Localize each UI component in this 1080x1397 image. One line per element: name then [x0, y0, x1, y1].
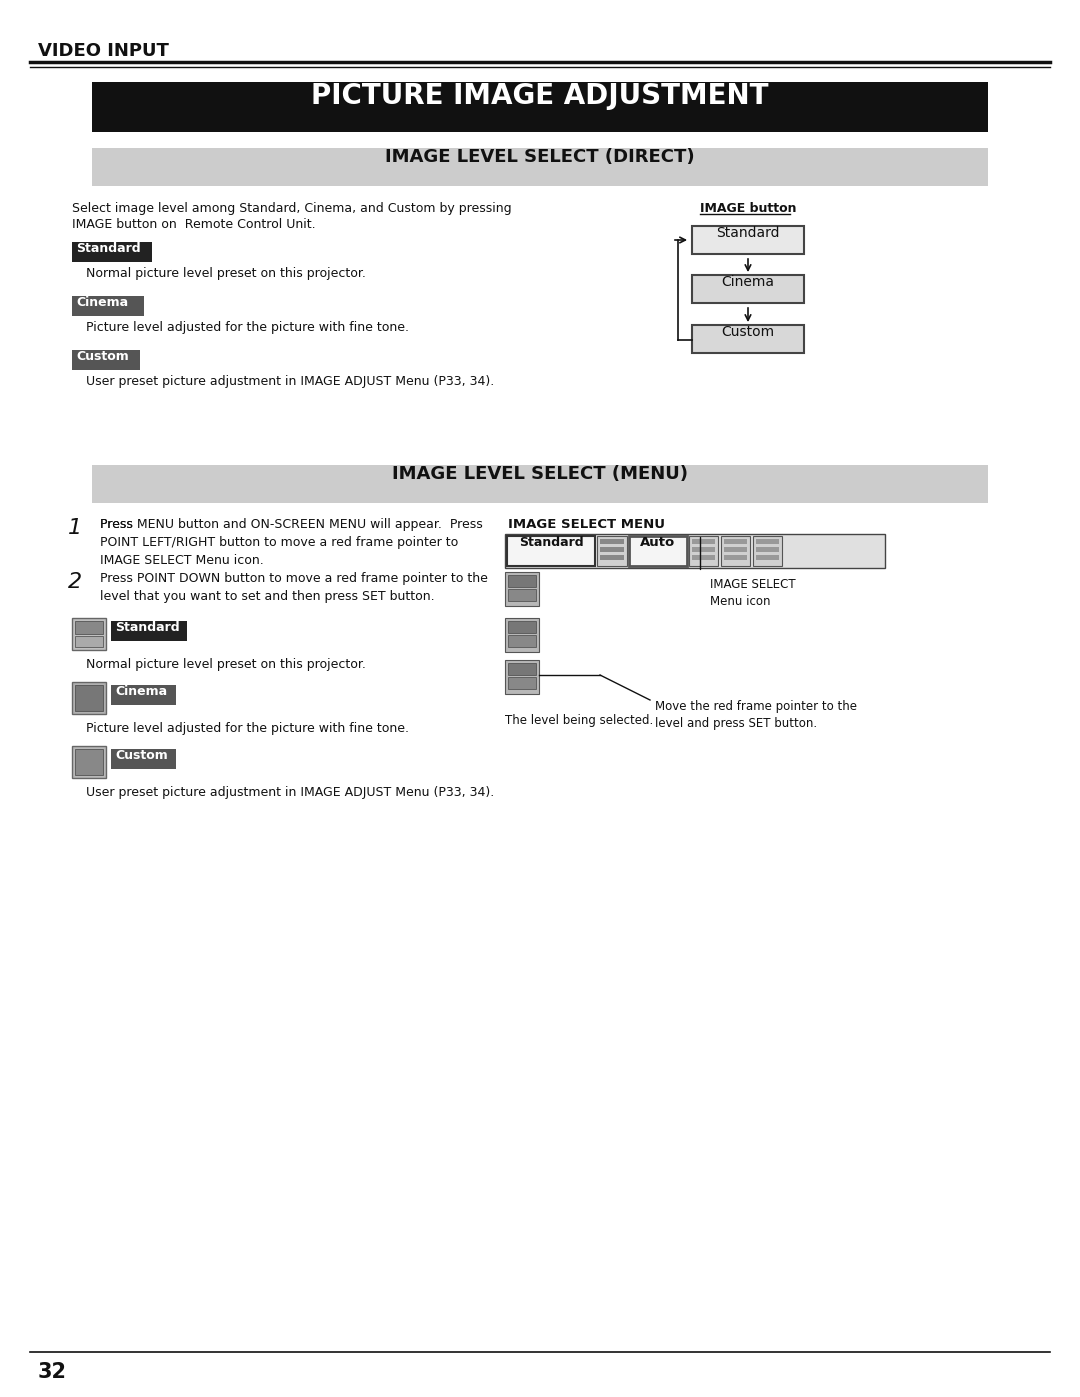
Text: Custom: Custom — [114, 749, 167, 761]
Bar — [753, 536, 782, 566]
Bar — [507, 536, 595, 566]
Bar — [756, 555, 779, 560]
Text: Cinema: Cinema — [721, 275, 774, 289]
Text: Press MENU button and ON-SCREEN MENU will appear.  Press
POINT LEFT/RIGHT button: Press MENU button and ON-SCREEN MENU wil… — [100, 518, 483, 567]
Bar — [689, 536, 718, 566]
Text: Custom: Custom — [721, 326, 774, 339]
Bar — [724, 555, 747, 560]
Text: 2: 2 — [68, 571, 82, 592]
Bar — [508, 636, 536, 647]
Bar — [92, 148, 988, 186]
Text: VIDEO INPUT: VIDEO INPUT — [38, 42, 168, 60]
Bar — [692, 326, 804, 353]
Bar — [600, 555, 624, 560]
Bar — [75, 685, 103, 711]
Bar — [600, 539, 624, 543]
Bar — [724, 548, 747, 552]
Text: The level being selected.: The level being selected. — [505, 714, 653, 726]
Text: Normal picture level preset on this projector.: Normal picture level preset on this proj… — [86, 267, 366, 279]
Bar — [72, 746, 106, 778]
Bar — [72, 617, 106, 650]
Bar — [72, 682, 106, 714]
Text: IMAGE LEVEL SELECT (MENU): IMAGE LEVEL SELECT (MENU) — [392, 465, 688, 483]
Bar — [505, 571, 539, 606]
Bar — [72, 351, 140, 370]
Bar — [692, 275, 804, 303]
Bar — [111, 622, 187, 641]
Bar — [756, 548, 779, 552]
Text: IMAGE SELECT MENU: IMAGE SELECT MENU — [508, 518, 665, 531]
Text: PICTURE IMAGE ADJUSTMENT: PICTURE IMAGE ADJUSTMENT — [311, 82, 769, 110]
Text: Standard: Standard — [76, 242, 140, 256]
Bar — [92, 465, 988, 503]
Bar — [75, 749, 103, 775]
Bar — [75, 636, 103, 647]
Text: 1: 1 — [68, 518, 82, 538]
Text: IMAGE SELECT
Menu icon: IMAGE SELECT Menu icon — [710, 578, 796, 608]
Text: User preset picture adjustment in IMAGE ADJUST Menu (P33, 34).: User preset picture adjustment in IMAGE … — [86, 787, 495, 799]
Text: Move the red frame pointer to the
level and press SET button.: Move the red frame pointer to the level … — [654, 700, 858, 731]
Bar — [505, 617, 539, 652]
Text: Press: Press — [100, 518, 137, 531]
Text: IMAGE button on  Remote Control Unit.: IMAGE button on Remote Control Unit. — [72, 218, 315, 231]
Bar — [111, 685, 176, 705]
Text: Normal picture level preset on this projector.: Normal picture level preset on this proj… — [86, 658, 366, 671]
Bar — [724, 539, 747, 543]
Bar — [692, 548, 715, 552]
Text: Picture level adjusted for the picture with fine tone.: Picture level adjusted for the picture w… — [86, 321, 409, 334]
Text: Press POINT DOWN button to move a red frame pointer to the
level that you want t: Press POINT DOWN button to move a red fr… — [100, 571, 488, 604]
Text: Custom: Custom — [76, 351, 129, 363]
Bar — [629, 536, 687, 566]
Bar — [111, 749, 176, 768]
Bar — [508, 576, 536, 587]
Bar — [72, 242, 152, 263]
Text: Standard: Standard — [716, 226, 780, 240]
Bar — [508, 678, 536, 689]
Text: Picture level adjusted for the picture with fine tone.: Picture level adjusted for the picture w… — [86, 722, 409, 735]
Text: Standard: Standard — [518, 536, 583, 549]
Text: User preset picture adjustment in IMAGE ADJUST Menu (P33, 34).: User preset picture adjustment in IMAGE … — [86, 374, 495, 388]
Bar — [597, 536, 627, 566]
Bar — [692, 539, 715, 543]
Bar — [72, 296, 144, 316]
Bar — [692, 226, 804, 254]
Bar — [756, 539, 779, 543]
Bar — [508, 664, 536, 675]
Bar — [92, 82, 988, 131]
Text: Cinema: Cinema — [114, 685, 167, 698]
Bar — [721, 536, 750, 566]
Bar — [75, 622, 103, 634]
Text: Standard: Standard — [114, 622, 179, 634]
Bar — [505, 534, 885, 569]
Text: Select image level among Standard, Cinema, and Custom by pressing: Select image level among Standard, Cinem… — [72, 203, 512, 215]
Bar — [508, 622, 536, 633]
Text: 32: 32 — [38, 1362, 67, 1382]
Text: Auto: Auto — [640, 536, 676, 549]
Text: IMAGE LEVEL SELECT (DIRECT): IMAGE LEVEL SELECT (DIRECT) — [386, 148, 694, 166]
Bar — [508, 590, 536, 601]
Bar — [600, 548, 624, 552]
Text: IMAGE button: IMAGE button — [700, 203, 797, 215]
Bar — [692, 555, 715, 560]
Bar — [505, 659, 539, 694]
Text: Cinema: Cinema — [76, 296, 129, 309]
